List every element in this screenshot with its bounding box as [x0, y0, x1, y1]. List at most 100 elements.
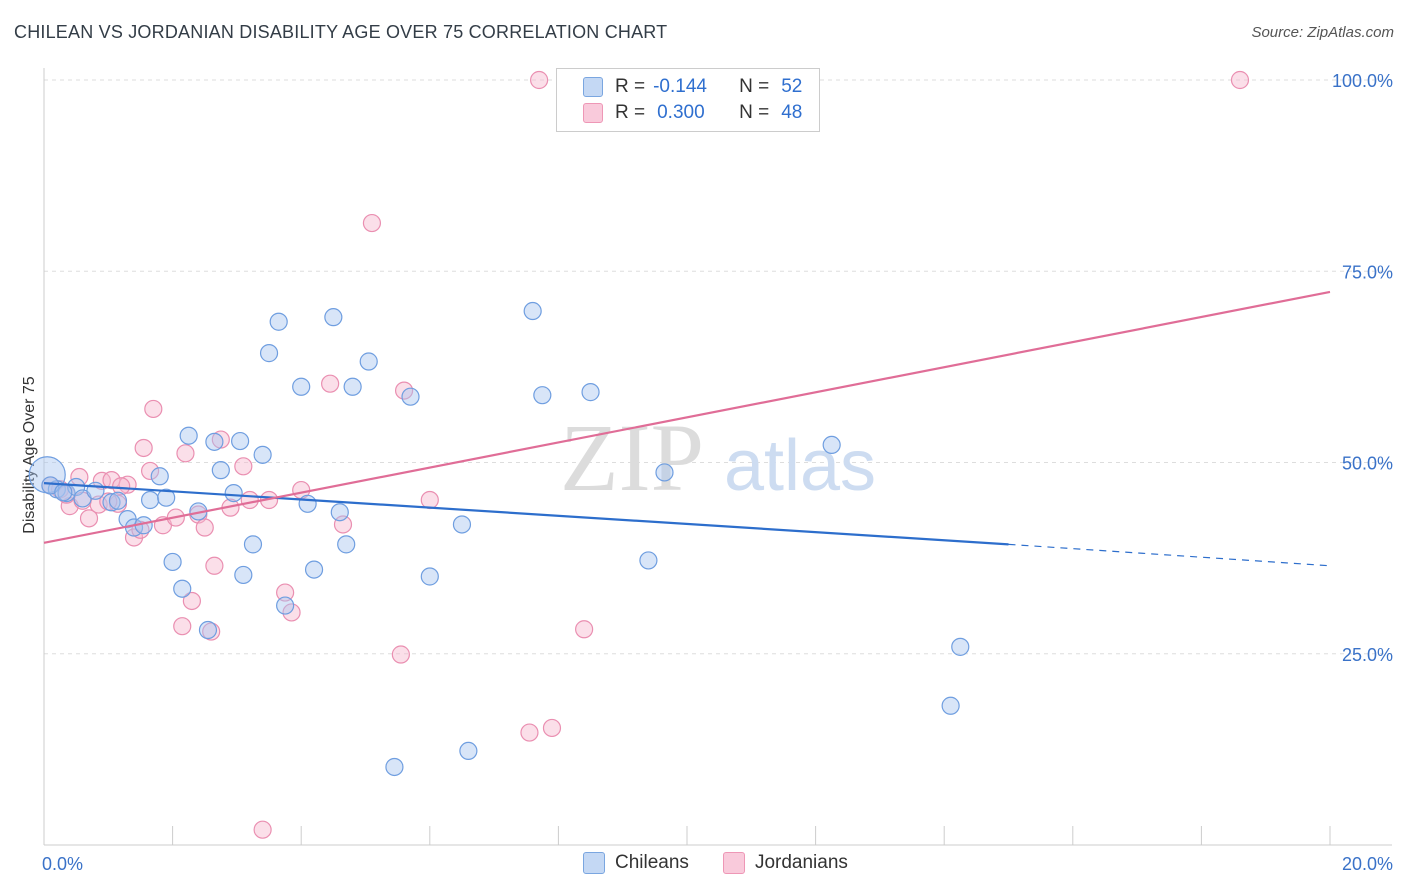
chilean-point: [179, 426, 198, 445]
y-tick-label: 75.0%: [1342, 262, 1393, 282]
chilean-point: [276, 596, 295, 615]
chilean-point: [102, 493, 121, 512]
chilean-point: [259, 344, 279, 363]
chilean-point: [941, 696, 960, 715]
chilean-point: [173, 579, 192, 598]
jordanian-point: [176, 444, 195, 463]
jordanian-point: [112, 477, 131, 496]
chilean-point: [298, 494, 317, 513]
y-tick-label: 50.0%: [1342, 454, 1393, 474]
jordanian-point: [542, 718, 562, 738]
chilean-point: [198, 620, 218, 640]
y-tick-label: 25.0%: [1342, 645, 1393, 665]
jordanian-point: [140, 461, 160, 481]
chilean-point: [459, 741, 478, 761]
chilean-point: [523, 301, 542, 321]
jordanians-trend-line: [43, 290, 1331, 544]
jordanian-point: [205, 556, 224, 575]
x-tick-label: 20.0%: [1342, 854, 1393, 874]
chilean-point: [224, 484, 243, 503]
chileans-n-value: 52: [781, 76, 803, 97]
source-label: Source: ZipAtlas.com: [1251, 24, 1394, 41]
watermark-zip: ZIP: [560, 404, 704, 511]
stats-legend: R = -0.144 N = 52 R = 0.300 N = 48: [556, 68, 820, 132]
jordanian-point: [253, 820, 272, 839]
chilean-point: [359, 352, 378, 371]
jordanian-point: [1230, 70, 1250, 90]
axes: [43, 68, 1392, 846]
chilean-point: [163, 552, 182, 572]
jordanians-r-value: 0.300: [657, 102, 705, 123]
chilean-point: [581, 383, 600, 402]
jordanian-point: [420, 490, 439, 510]
chilean-point: [292, 377, 311, 396]
chart-title: CHILEAN VS JORDANIAN DISABILITY AGE OVER…: [14, 22, 668, 42]
chilean-point: [822, 435, 841, 455]
legend-item-chileans[interactable]: Chileans: [583, 852, 689, 874]
legend-label-chileans: Chileans: [615, 852, 689, 873]
jordanians-n-value: 48: [781, 102, 803, 123]
jordanian-point: [134, 438, 153, 458]
gridlines: [44, 79, 1392, 655]
jordanian-point: [321, 374, 340, 393]
chilean-point: [243, 535, 263, 554]
jordanian-point: [530, 70, 549, 90]
jordanian-point: [276, 583, 295, 602]
legend-row-chileans: R = -0.144 N = 52: [583, 75, 802, 99]
n-label: N =: [739, 76, 770, 97]
jordanian-point: [79, 509, 99, 528]
chilean-point: [253, 445, 272, 464]
chileans-trend-extension: [1008, 543, 1331, 567]
chileans-swatch: [583, 852, 605, 874]
chilean-point: [86, 481, 105, 500]
jordanian-point: [182, 591, 201, 611]
chilean-point: [324, 308, 343, 327]
chilean-point: [337, 535, 356, 554]
chilean-point: [951, 637, 970, 656]
jordanian-point: [282, 603, 301, 622]
chilean-point: [533, 386, 552, 405]
n-label: N =: [739, 102, 770, 123]
chilean-point: [231, 431, 250, 451]
jordanian-point: [240, 490, 259, 510]
chileans-swatch: [583, 77, 603, 97]
chilean-point: [150, 467, 169, 486]
jordanian-point: [144, 399, 163, 419]
legend-item-jordanians[interactable]: Jordanians: [722, 852, 848, 874]
jordanian-point: [173, 617, 192, 636]
y-tick-label: 100.0%: [1332, 71, 1393, 91]
r-label: R =: [615, 76, 646, 97]
y-tick-labels: 25.0% 50.0% 75.0% 100.0%: [1332, 71, 1393, 665]
chilean-point: [330, 503, 349, 522]
chileans-trend-line: [43, 482, 1009, 546]
chilean-point: [452, 515, 472, 534]
chilean-point: [108, 491, 128, 510]
chilean-point: [269, 312, 288, 331]
jordanians-swatch: [583, 103, 603, 123]
chilean-point: [211, 461, 230, 480]
trend-lines: [43, 290, 1331, 567]
jordanian-point: [234, 457, 253, 476]
x-tick-label: 0.0%: [42, 854, 83, 874]
chileans-r-value: -0.144: [653, 76, 707, 97]
legend-row-jordanians: R = 0.300 N = 48: [583, 101, 802, 125]
chilean-point: [205, 432, 224, 451]
jordanian-point: [362, 213, 382, 233]
chilean-point: [655, 463, 674, 482]
x-tick-labels: 0.0% 20.0%: [42, 854, 1393, 874]
chilean-point: [54, 483, 73, 502]
chileans-points: [28, 301, 970, 777]
jordanian-point: [92, 471, 111, 490]
legend-label-jordanians: Jordanians: [754, 852, 848, 873]
chilean-point: [420, 567, 439, 586]
r-label: R =: [615, 102, 646, 123]
jordanians-swatch: [722, 852, 745, 874]
series-legend: Chileans Jordanians: [583, 852, 882, 874]
jordanian-point: [520, 723, 539, 742]
chilean-point: [140, 490, 160, 510]
chilean-point: [304, 560, 324, 579]
watermark-atlas: atlas: [724, 426, 876, 506]
chilean-point: [157, 488, 176, 507]
watermark: ZIP atlas: [560, 404, 876, 511]
